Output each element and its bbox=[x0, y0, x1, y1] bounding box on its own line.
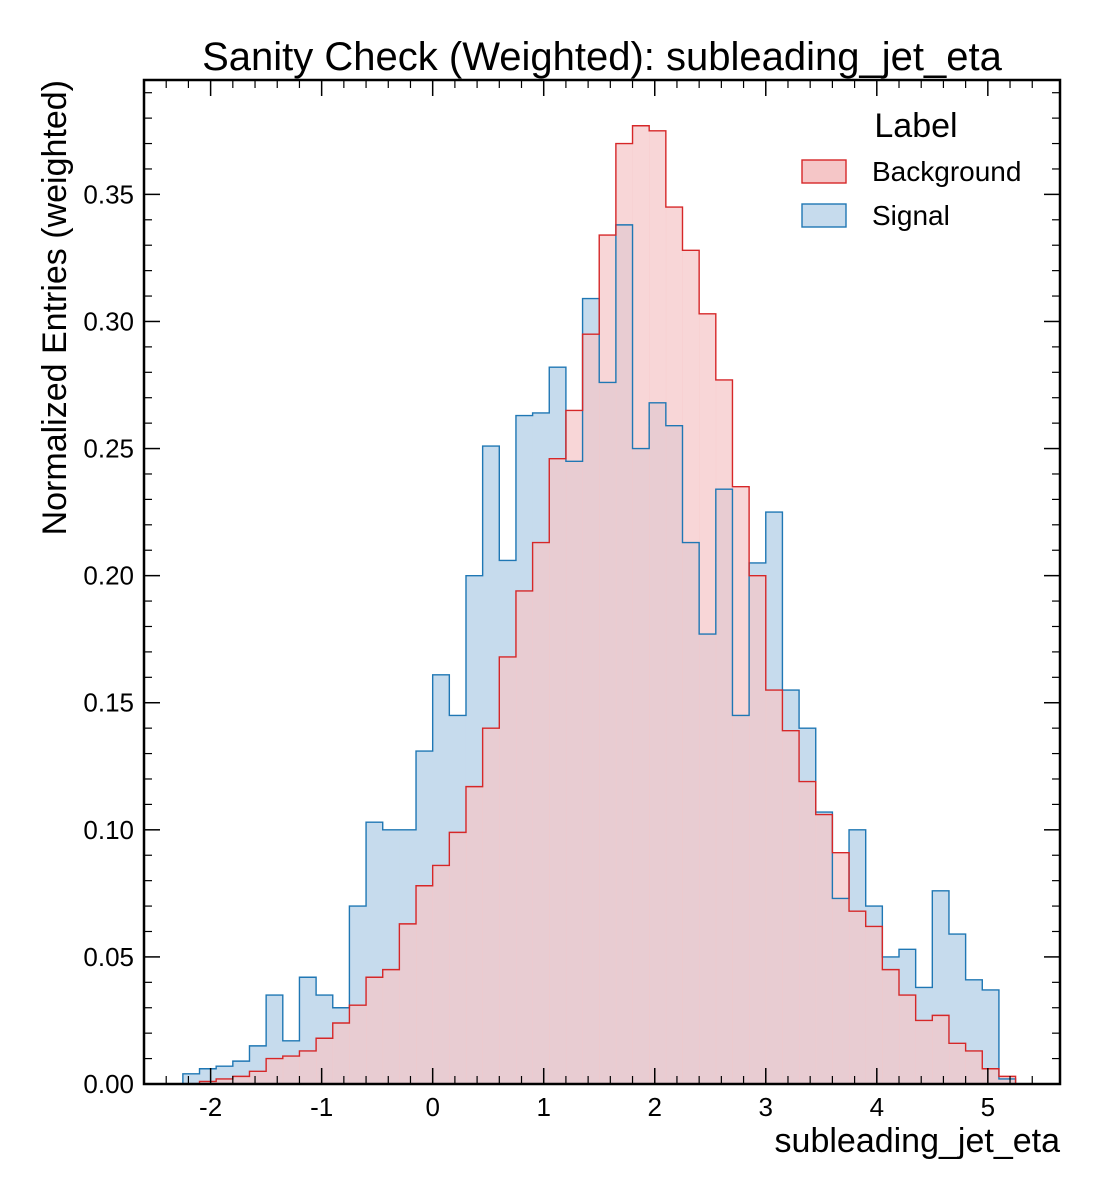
axis-tick-labels: -2 -1 0 1 2 3 4 5 0.00 0.05 0.10 0.15 0.20 0.25 0.30 0.… bbox=[83, 179, 995, 1122]
background-bar bbox=[216, 1078, 234, 1084]
background-bar bbox=[832, 852, 850, 1084]
background-bar bbox=[582, 334, 600, 1084]
signal-bar bbox=[182, 1073, 200, 1084]
axis-ticks bbox=[143, 80, 1060, 1085]
background-bar bbox=[799, 781, 817, 1084]
background-bar bbox=[482, 728, 500, 1084]
x-tick-label: 5 bbox=[981, 1092, 995, 1122]
background-bar bbox=[332, 1022, 350, 1084]
x-axis-label: subleading_jet_eta bbox=[775, 1122, 1061, 1160]
background-bar bbox=[815, 814, 833, 1084]
chart-title: Sanity Check (Weighted): subleading_jet_… bbox=[202, 35, 1003, 79]
background-bar bbox=[932, 1015, 950, 1084]
background-bar bbox=[599, 235, 617, 1084]
x-tick-label: 2 bbox=[648, 1092, 662, 1122]
background-bar bbox=[232, 1076, 250, 1084]
legend-label-signal: Signal bbox=[872, 200, 950, 231]
signal-bar bbox=[982, 989, 1000, 1084]
histogram-fills bbox=[182, 125, 1016, 1085]
background-bar bbox=[749, 575, 767, 1084]
background-bar bbox=[416, 885, 434, 1084]
x-tick-label: 1 bbox=[536, 1092, 550, 1122]
background-bar bbox=[948, 1043, 967, 1084]
plot-frame bbox=[142, 78, 1062, 1086]
background-bar bbox=[299, 1050, 317, 1084]
x-tick-label: 4 bbox=[870, 1092, 884, 1122]
background-bar bbox=[899, 995, 917, 1084]
y-tick-label: 0.05 bbox=[83, 942, 134, 972]
legend-title: Label bbox=[874, 107, 957, 145]
background-bar bbox=[432, 865, 450, 1084]
background-bar bbox=[732, 486, 750, 1084]
background-bar bbox=[665, 207, 683, 1084]
background-bar bbox=[682, 250, 700, 1085]
background-bar bbox=[266, 1058, 284, 1084]
background-bar bbox=[316, 1038, 334, 1084]
y-axis-label: Normalized Entries (weighted) bbox=[36, 80, 74, 535]
y-tick-label: 0.25 bbox=[83, 434, 134, 464]
background-bar bbox=[282, 1056, 300, 1084]
background-bar bbox=[632, 125, 650, 1085]
background-bar bbox=[849, 911, 867, 1084]
background-bar bbox=[399, 923, 417, 1084]
background-bar bbox=[199, 1081, 217, 1084]
y-tick-label: 0.20 bbox=[83, 561, 134, 591]
background-bar bbox=[982, 1068, 1000, 1084]
background-bar bbox=[515, 590, 534, 1084]
background-bar bbox=[765, 690, 783, 1084]
x-tick-label: 0 bbox=[425, 1092, 439, 1122]
legend-label-background: Background bbox=[872, 156, 1021, 187]
background-bar bbox=[532, 542, 550, 1084]
signal-bar bbox=[199, 1068, 217, 1084]
background-bar bbox=[366, 977, 384, 1084]
background-bar bbox=[649, 130, 667, 1084]
signal-step-line bbox=[182, 224, 1017, 1084]
background-bar bbox=[998, 1076, 1016, 1084]
y-tick-label: 0.10 bbox=[83, 815, 134, 845]
background-bar bbox=[249, 1071, 267, 1084]
background-bar bbox=[449, 832, 467, 1084]
y-tick-label: 0.15 bbox=[83, 688, 134, 718]
x-tick-label: -1 bbox=[310, 1092, 333, 1122]
background-bar bbox=[549, 458, 567, 1084]
histogram-outlines bbox=[182, 125, 1017, 1085]
background-bar bbox=[865, 926, 883, 1084]
background-bar bbox=[565, 410, 583, 1084]
y-tick-label: 0.30 bbox=[83, 306, 134, 336]
legend: Label Background Signal bbox=[801, 107, 1021, 231]
background-bar bbox=[715, 379, 733, 1085]
background-step-line bbox=[182, 125, 1017, 1085]
background-bar bbox=[382, 969, 400, 1084]
background-bar bbox=[499, 656, 517, 1084]
background-bar bbox=[699, 313, 717, 1085]
y-tick-label: 0.00 bbox=[83, 1069, 134, 1099]
background-bar bbox=[349, 1005, 367, 1084]
x-tick-label: -2 bbox=[199, 1092, 222, 1122]
y-tick-label: 0.35 bbox=[83, 179, 134, 209]
background-bar bbox=[882, 969, 900, 1084]
background-bar bbox=[965, 1050, 983, 1084]
legend-swatch-signal bbox=[801, 203, 847, 228]
legend-swatch-background bbox=[801, 159, 847, 184]
background-bar bbox=[465, 786, 484, 1084]
background-bar bbox=[615, 143, 633, 1084]
background-bar bbox=[915, 1020, 933, 1084]
background-bar bbox=[782, 730, 800, 1084]
x-tick-label: 3 bbox=[759, 1092, 773, 1122]
